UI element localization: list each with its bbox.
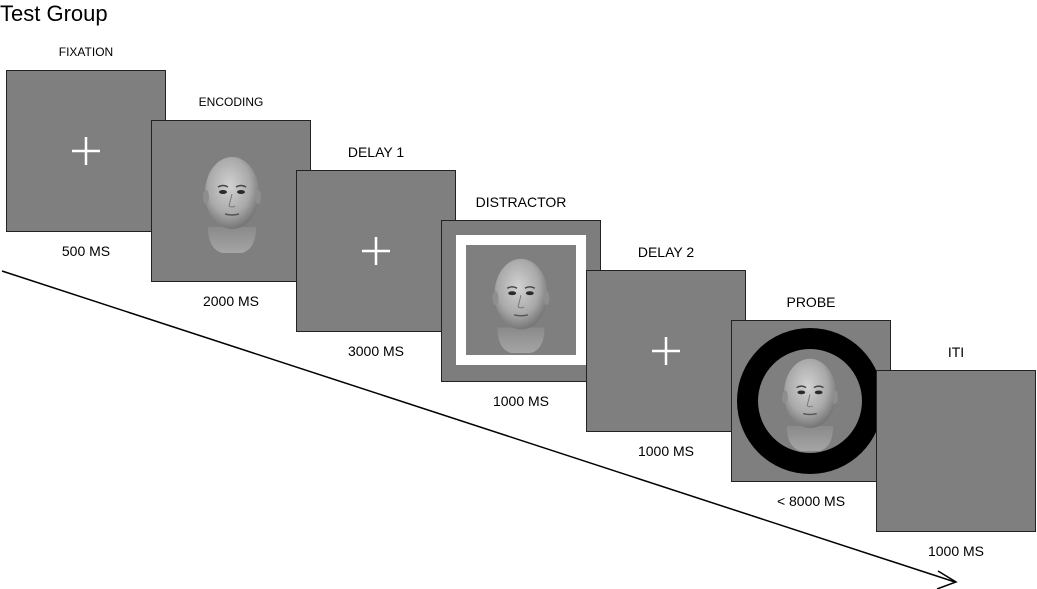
fixation-cross-icon (361, 236, 391, 266)
stage-duration-fixation: 500 MS (61, 243, 111, 259)
fixation-panel (6, 70, 166, 232)
face-icon (202, 156, 262, 254)
probe-image-area (758, 349, 862, 453)
stage-label-delay-1: DELAY 1 (347, 144, 405, 160)
stage-label-distractor: DISTRACTOR (475, 194, 567, 210)
encoding-panel (151, 120, 311, 282)
stage-duration-delay-2: 1000 MS (637, 443, 695, 459)
stage-duration-probe: < 8000 MS (776, 493, 846, 509)
distractor-image-area (466, 245, 576, 355)
iti-panel (876, 370, 1036, 532)
delay-1-panel (296, 170, 456, 332)
face-icon (491, 258, 551, 354)
probe-panel (731, 320, 891, 482)
stage-label-delay-2: DELAY 2 (637, 244, 695, 260)
stage-duration-iti: 1000 MS (927, 543, 985, 559)
stage-duration-encoding: 2000 MS (202, 293, 260, 309)
distractor-panel (441, 220, 601, 382)
stage-label-iti: ITI (947, 344, 965, 360)
stage-label-fixation: FIXATION (58, 45, 114, 59)
face-icon (781, 357, 839, 452)
probe-ring (737, 328, 883, 474)
stage-label-probe: PROBE (786, 294, 836, 310)
stage-label-encoding: ENCODING (198, 95, 264, 109)
delay-2-panel (586, 270, 746, 432)
diagram-title: Test Group (0, 1, 108, 26)
distractor-white-frame (456, 235, 586, 365)
fixation-cross-icon (651, 336, 681, 366)
stage-duration-delay-1: 3000 MS (347, 343, 405, 359)
fixation-cross-icon (71, 136, 101, 166)
stage-duration-distractor: 1000 MS (492, 393, 550, 409)
